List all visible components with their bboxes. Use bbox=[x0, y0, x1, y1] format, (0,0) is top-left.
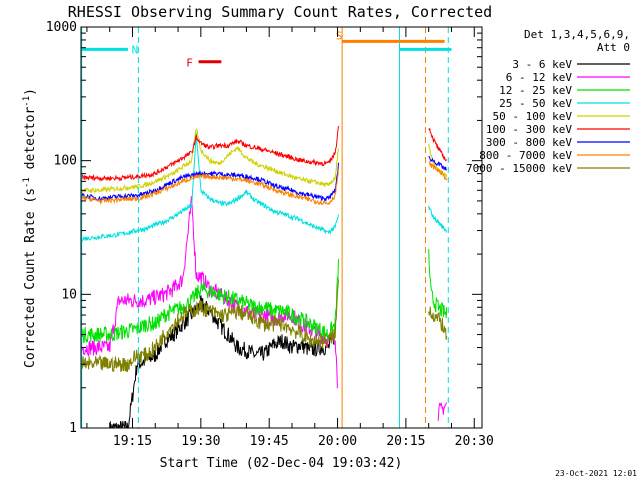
legend-header-line1: Det 1,3,4,5,6,9, bbox=[524, 28, 630, 41]
legend-label: 50 - 100 keV bbox=[493, 110, 573, 123]
series-line-6-12-kev bbox=[81, 196, 338, 389]
y-tick-label: 100 bbox=[54, 154, 77, 169]
series-line-post-12-25-kev bbox=[428, 248, 448, 319]
legend-label: 25 - 50 keV bbox=[499, 97, 572, 110]
legend-label: 100 - 300 keV bbox=[486, 123, 572, 136]
chart-title: RHESSI Observing Summary Count Rates, Co… bbox=[68, 3, 492, 21]
x-axis-ticks: 19:15 19:30 19:45 20:00 20:15 20:30 bbox=[86, 27, 494, 449]
series-line-post-25-50-kev bbox=[428, 205, 448, 234]
series-line-50-100-kev bbox=[81, 128, 339, 195]
series-line-7000-15000-kev bbox=[81, 279, 339, 373]
x-tick-label: 20:15 bbox=[386, 434, 425, 449]
series-line-25-50-kev bbox=[81, 132, 339, 242]
y-axis-title: Corrected Count Rate (s-1 detector-1) bbox=[22, 88, 38, 368]
footer-date: 23-Oct-2021 12:01 bbox=[555, 469, 637, 478]
legend-label: 3 - 6 keV bbox=[512, 58, 572, 71]
state-label-s: S bbox=[336, 29, 343, 42]
series-line-800-7000-kev bbox=[81, 168, 339, 206]
legend-label: 6 - 12 keV bbox=[506, 71, 573, 84]
legend-header-line2: Att 0 bbox=[597, 41, 630, 54]
y-tick-label: 1 bbox=[69, 421, 77, 436]
y-tick-label: 1000 bbox=[46, 20, 77, 35]
plot-frame bbox=[80, 26, 483, 429]
series-line-post-7000-15000-kev bbox=[428, 306, 448, 340]
y-axis-title-sup2: -1 bbox=[22, 96, 32, 107]
x-tick-label: 19:45 bbox=[250, 434, 289, 449]
y-axis-title-sup1: -1 bbox=[22, 177, 32, 188]
series-line-300-800-kev bbox=[81, 162, 339, 203]
series-line-post-300-800-kev bbox=[428, 155, 447, 171]
series-layer bbox=[81, 125, 448, 428]
y-axis-title-part3: ) bbox=[23, 88, 38, 96]
legend-label: 300 - 800 keV bbox=[486, 136, 572, 149]
state-marker-layer: N F S bbox=[81, 27, 452, 428]
state-label-n: N bbox=[132, 43, 139, 56]
x-tick-label: 19:15 bbox=[113, 434, 152, 449]
y-tick-label: 10 bbox=[61, 287, 77, 302]
y-axis-title-part2: detector bbox=[23, 107, 38, 178]
legend-label: 7000 - 15000 keV bbox=[466, 162, 572, 175]
x-tick-label: 19:30 bbox=[181, 434, 220, 449]
legend-label: 12 - 25 keV bbox=[499, 84, 572, 97]
x-tick-label: 20:00 bbox=[318, 434, 357, 449]
legend-label: 800 - 7000 keV bbox=[479, 149, 572, 162]
x-tick-label: 20:30 bbox=[455, 434, 494, 449]
state-label-f: F bbox=[186, 57, 193, 70]
y-axis-ticks: 1 10 100 1000 bbox=[46, 20, 482, 436]
series-line-post-6-12-kev bbox=[437, 402, 447, 421]
series-line-post-100-300-kev bbox=[428, 127, 448, 162]
series-line-100-300-kev bbox=[81, 125, 339, 183]
series-line-12-25-kev bbox=[81, 259, 339, 344]
y-axis-title-part1: Corrected Count Rate (s bbox=[23, 188, 38, 368]
series-line-post-800-7000-kev bbox=[428, 161, 448, 181]
x-axis-title: Start Time (02-Dec-04 19:03:42) bbox=[160, 456, 403, 471]
